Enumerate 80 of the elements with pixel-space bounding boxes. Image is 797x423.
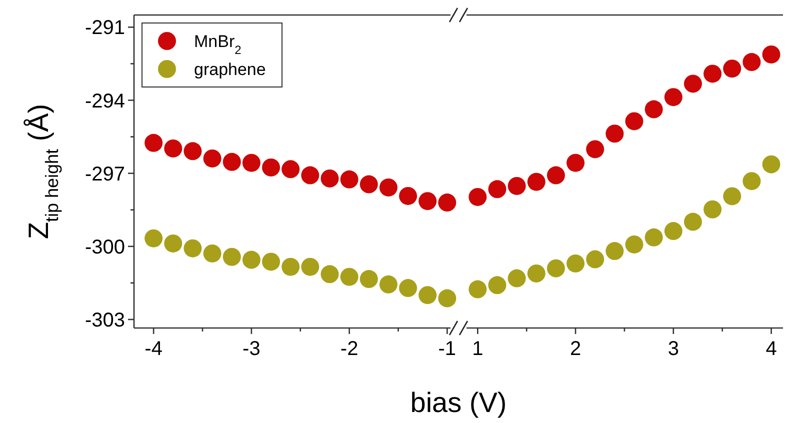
point [222,152,241,171]
point [488,276,506,294]
point [379,275,398,294]
x-tick-label: 3 [668,338,679,360]
point [762,45,780,64]
point [644,228,663,246]
point [742,53,761,72]
x-tick-label: -3 [242,338,260,360]
point [546,166,565,184]
point [399,186,418,205]
point [301,258,320,276]
point [242,250,260,269]
y-tick-label: -303 [84,309,125,332]
point [684,212,702,231]
point [340,170,358,188]
point [606,242,624,260]
point [418,192,437,210]
point [664,88,682,106]
point [586,250,604,268]
y-tick-label: -300 [84,236,125,258]
point [527,264,546,282]
x-tick-label: 4 [766,338,777,360]
point [508,176,526,195]
point [144,229,163,248]
point [262,252,280,271]
point [360,175,378,194]
point [742,172,761,190]
point [164,139,182,158]
point [468,188,487,206]
point [723,60,742,78]
point [203,244,222,262]
point [144,134,163,152]
point [566,154,585,172]
point [468,280,487,298]
point [704,200,722,218]
point [488,180,506,198]
point [203,149,222,168]
point [508,269,526,288]
point [723,187,742,206]
x-tick-label: -2 [340,338,358,360]
point [438,289,456,308]
point [566,254,585,272]
legend-label: MnBr$_{2}$ [194,32,242,57]
x-tick-label: -1 [438,338,456,360]
y-tick-label: -291 [84,17,125,40]
point [301,166,320,184]
point [664,222,682,240]
x-tick-label: -4 [144,338,162,360]
point [684,74,702,93]
x-axis-title: bias (V) [410,387,507,418]
point [184,142,202,160]
point [399,279,418,298]
point [222,248,241,266]
point [360,270,378,288]
point [527,172,546,191]
point [340,268,358,286]
point [704,64,722,83]
point [606,124,624,143]
point [644,100,663,118]
point [379,178,398,196]
x-tick-label: 2 [570,338,582,360]
point [320,169,339,188]
x-tick-label: 1 [472,338,484,360]
point [586,140,604,158]
point [625,112,644,130]
legend-label: graphene [194,60,266,79]
point [282,258,300,276]
point [320,265,339,284]
point [438,194,456,212]
y-tick-label: -297 [84,163,125,186]
point [546,259,565,278]
point [242,154,260,172]
y-tick-label: -294 [84,90,125,112]
point [164,234,182,252]
point [262,158,280,176]
point [418,286,437,304]
point [184,239,202,258]
point [762,155,780,174]
point [282,160,300,178]
point [625,235,644,254]
